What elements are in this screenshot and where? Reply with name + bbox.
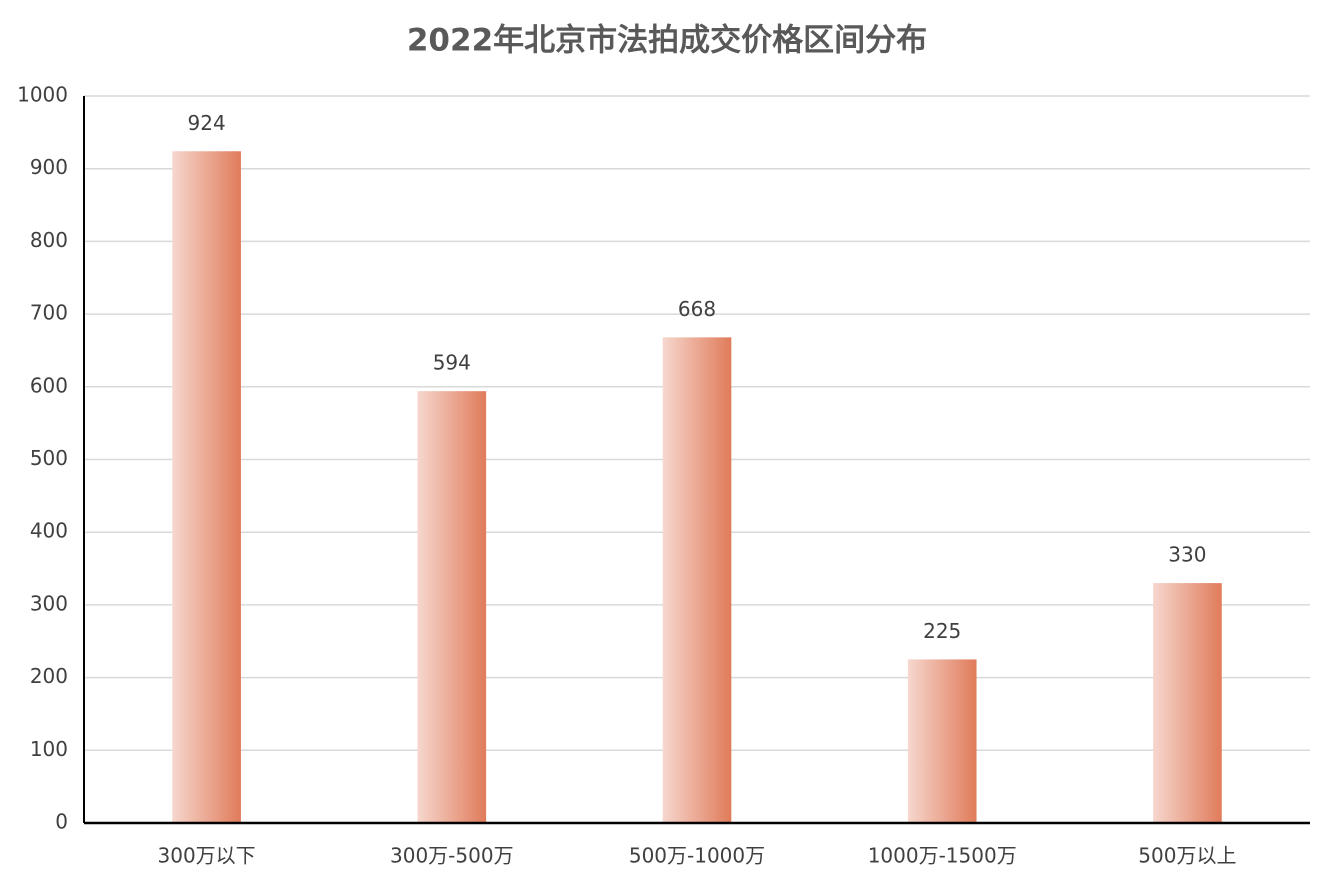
bar [417,391,487,823]
chart-title: 2022年北京市法拍成交价格区间分布 [407,23,927,59]
bar [907,659,977,823]
bar [1153,583,1222,823]
y-tick-label: 0 [55,810,68,834]
bar [172,151,241,823]
x-tick-label: 500万-1000万 [629,844,765,868]
data-label: 924 [188,111,226,135]
x-tick-label: 300万-500万 [390,844,514,868]
bar [662,337,732,823]
y-tick-label: 300 [30,591,68,615]
x-tick-label: 300万以下 [158,844,256,868]
data-label: 330 [1168,543,1206,567]
data-label: 594 [433,351,471,375]
x-tick-label: 500万以上 [1138,844,1236,868]
y-tick-label: 1000 [17,83,68,107]
y-tick-label: 400 [30,519,68,543]
x-tick-label: 1000万-1500万 [868,844,1017,868]
y-tick-label: 200 [30,664,68,688]
y-tick-label: 500 [30,446,68,470]
y-tick-label: 800 [30,228,68,252]
data-label: 225 [923,619,961,643]
y-tick-label: 600 [30,373,68,397]
data-label: 668 [678,297,716,321]
y-tick-label: 100 [30,737,68,761]
y-tick-label: 700 [30,301,68,325]
y-tick-label: 900 [30,155,68,179]
